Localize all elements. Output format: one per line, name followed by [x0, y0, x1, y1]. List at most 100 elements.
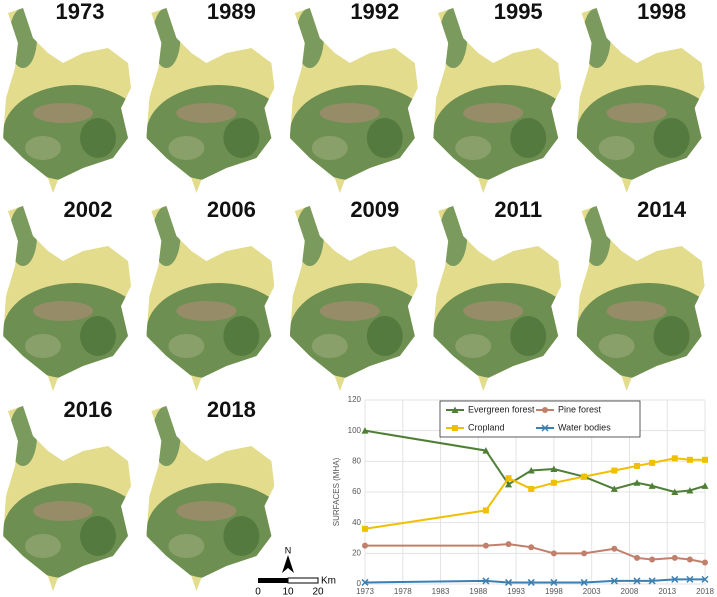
x-tick-label: 2003 [583, 587, 601, 596]
scale-segment [258, 578, 288, 583]
marker [505, 480, 513, 488]
map-year: 1998 [637, 0, 686, 24]
x-tick-label: 1988 [469, 587, 487, 596]
x-tick-label: 1983 [432, 587, 450, 596]
marker [702, 559, 708, 566]
land-cover-map [577, 206, 717, 392]
x-tick-label: 2013 [658, 587, 676, 596]
map-year: 1995 [494, 0, 543, 24]
marker [550, 465, 558, 472]
marker [527, 467, 535, 474]
y-tick-label: 120 [348, 395, 362, 404]
legend-marker [542, 407, 548, 413]
land-cover-map [433, 8, 577, 194]
marker [505, 541, 512, 548]
marker [610, 577, 618, 585]
map-year: 2014 [637, 197, 687, 222]
land-cover-map [577, 8, 717, 194]
x-tick-label: 1993 [507, 587, 525, 596]
x-tick-label: 2008 [621, 587, 639, 596]
legend-label: Pine forest [558, 404, 602, 414]
map-year: 2009 [350, 197, 399, 222]
marker [482, 507, 489, 514]
x-tick-label: 1973 [356, 587, 374, 596]
marker [528, 485, 535, 492]
marker [505, 475, 512, 482]
y-tick-label: 80 [352, 456, 361, 465]
scale-tick: 10 [282, 587, 294, 597]
marker [633, 479, 641, 486]
legend-label: Water bodies [558, 422, 611, 432]
land-cover-map [146, 206, 290, 392]
marker [634, 462, 640, 469]
land-cover-map [290, 206, 434, 392]
marker [505, 578, 513, 586]
x-tick-label: 2018 [696, 587, 714, 596]
map-year: 2011 [494, 197, 542, 222]
y-axis-label: SURFACES (MHA) [332, 457, 341, 526]
legend-marker [452, 425, 458, 431]
marker [611, 545, 618, 552]
marker [701, 575, 709, 583]
series-line [364, 429, 706, 494]
marker [581, 550, 588, 557]
land-cover-map [290, 8, 434, 194]
map-year: 2002 [64, 197, 113, 222]
map-year: 2006 [207, 197, 256, 222]
marker [648, 482, 656, 489]
marker [648, 577, 656, 585]
marker [482, 542, 489, 549]
marker [362, 525, 368, 532]
legend-label: Evergreen forest [468, 404, 535, 414]
legend-label: Cropland [468, 422, 505, 432]
y-tick-label: 0 [357, 579, 362, 588]
marker [550, 479, 557, 486]
marker [671, 554, 678, 561]
x-tick-label: 1998 [545, 587, 563, 596]
land-cover-map [3, 406, 147, 592]
scale-unit: Km [321, 576, 336, 587]
marker [702, 456, 708, 463]
series-line [364, 578, 705, 584]
land-cover-map [146, 406, 290, 592]
marker [482, 577, 490, 585]
marker [686, 456, 693, 463]
marker [482, 447, 490, 454]
marker [361, 427, 369, 434]
marker [550, 578, 558, 586]
scale-bar: N Km 0 10 20 [255, 545, 336, 597]
legend-marker [541, 424, 549, 432]
legend-box [439, 400, 641, 438]
scale-tick: 0 [255, 587, 261, 597]
marker [671, 575, 679, 583]
x-tick-label: 1978 [394, 587, 412, 596]
legend-marker [451, 406, 459, 413]
marker [649, 459, 656, 466]
marker [649, 556, 656, 563]
marker [686, 575, 694, 583]
marker [581, 473, 588, 480]
scale-segment [287, 577, 319, 584]
map-year: 2016 [64, 397, 113, 422]
marker [701, 482, 709, 489]
line-chart: 0 20 40 60 80 100 120 1973 1978 1983 1988 1993 1998 2… [332, 395, 714, 596]
marker [610, 485, 618, 492]
map-year: 1992 [350, 0, 399, 24]
marker [611, 467, 618, 474]
marker [362, 542, 368, 549]
y-tick-label: 20 [352, 548, 361, 557]
land-cover-map [3, 8, 147, 194]
y-tick-label: 100 [348, 426, 362, 435]
map-year: 1989 [207, 0, 256, 24]
map-year: 1973 [56, 0, 105, 24]
marker [671, 455, 678, 462]
map-panels: 1973 1989 1992 1995 1998 2002 2006 2009 2011 2014… [3, 0, 717, 592]
land-cover-map [3, 206, 147, 392]
marker [634, 554, 640, 561]
land-cover-map [433, 206, 577, 392]
marker [580, 578, 588, 586]
marker [550, 550, 557, 557]
marker [686, 486, 694, 494]
series-line [364, 457, 705, 530]
